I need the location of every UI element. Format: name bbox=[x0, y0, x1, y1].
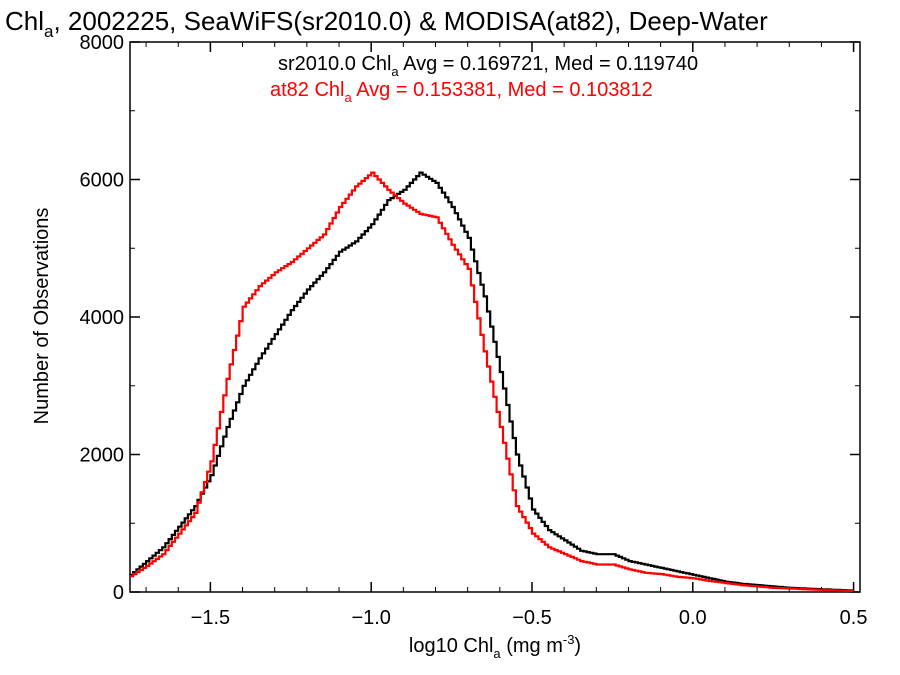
annotation-sr2010: sr2010.0 Chla Avg = 0.169721, Med = 0.11… bbox=[278, 53, 698, 79]
x-tick-label: −0.5 bbox=[512, 607, 551, 629]
x-tick-label: 0.5 bbox=[840, 607, 868, 629]
x-axis: −1.5 −1.0 −0.5 0.0 0.5 bbox=[145, 42, 868, 629]
chart-title: Chla, 2002225, SeaWiFS(sr2010.0) & MODIS… bbox=[5, 6, 768, 41]
y-tick-label: 8000 bbox=[80, 32, 125, 54]
annotation-at82: at82 Chla Avg = 0.153381, Med = 0.103812 bbox=[270, 79, 653, 105]
y-axis-label: Number of Observations bbox=[31, 208, 53, 425]
x-tick-label: 0.0 bbox=[679, 607, 707, 629]
y-axis: 0 2000 4000 6000 8000 bbox=[80, 32, 860, 604]
x-tick-label: −1.5 bbox=[191, 607, 230, 629]
series-at82-line bbox=[130, 171, 854, 592]
y-tick-label: 0 bbox=[113, 582, 124, 604]
x-tick-label: −1.0 bbox=[351, 607, 390, 629]
series-sr2010-line bbox=[130, 171, 854, 592]
y-tick-label: 4000 bbox=[80, 307, 125, 329]
y-tick-label: 2000 bbox=[80, 445, 125, 467]
series-layer bbox=[130, 171, 854, 592]
x-axis-label: log10 Chla (mg m-3) bbox=[409, 632, 581, 661]
plot-frame bbox=[129, 41, 861, 593]
y-tick-label: 6000 bbox=[80, 170, 125, 192]
